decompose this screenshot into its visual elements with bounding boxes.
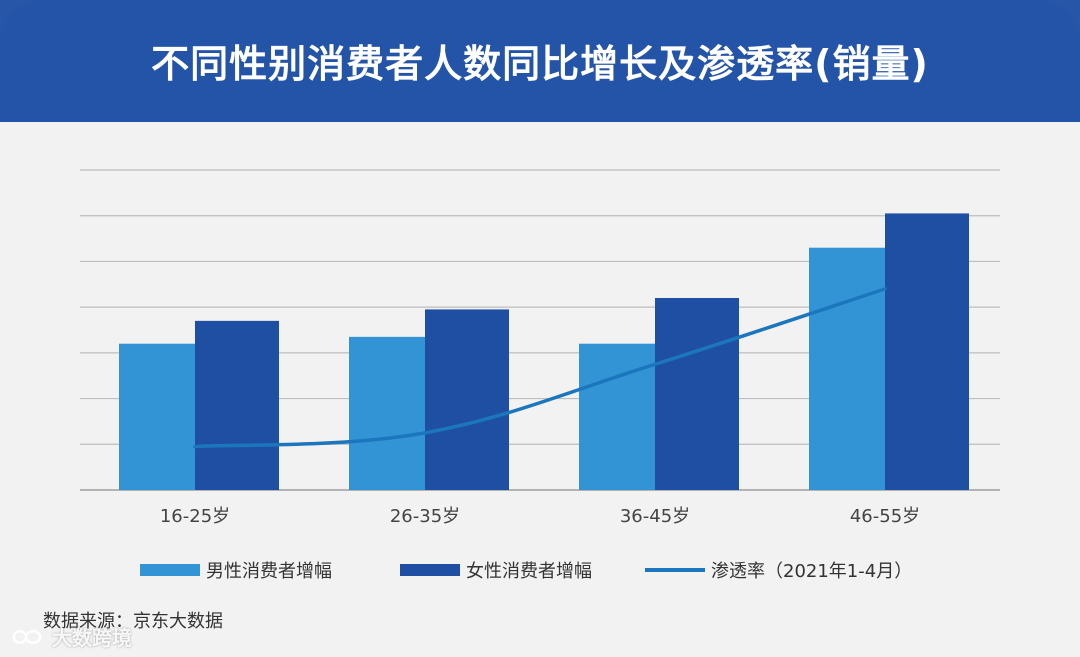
x-tick-label: 46-55岁: [850, 506, 920, 527]
watermark: 大数跨境: [10, 622, 132, 651]
data-source-note: 数据来源：京东大数据: [43, 611, 223, 632]
watermark-text: 大数跨境: [52, 626, 132, 650]
legend-label: 渗透率（2021年1-4月）: [711, 561, 912, 582]
bar-female-16-25岁: [195, 320, 279, 490]
bar-female-36-45岁: [655, 298, 739, 490]
watermark-logo-icon: [12, 629, 42, 644]
legend-swatch-female: [400, 564, 460, 576]
bar-male-16-25岁: [119, 343, 195, 490]
penetration-line-path: [193, 287, 887, 449]
bars: [119, 213, 969, 490]
bar-male-26-35岁: [349, 336, 425, 490]
x-tick-label: 36-45岁: [620, 506, 690, 527]
bar-female-26-35岁: [425, 309, 509, 490]
legend: 男性消费者增幅 女性消费者增幅 渗透率（2021年1-4月）: [140, 561, 912, 582]
bar-female-46-55岁: [885, 213, 969, 490]
penetration-line: [193, 287, 887, 449]
x-tick-label: 26-35岁: [390, 506, 460, 527]
x-axis-labels: 16-25岁 26-35岁 36-45岁 46-55岁: [160, 506, 920, 527]
legend-label: 男性消费者增幅: [206, 561, 332, 582]
legend-swatch-male: [140, 564, 200, 576]
x-tick-label: 16-25岁: [160, 506, 230, 527]
legend-label: 女性消费者增幅: [466, 561, 592, 582]
bar-male-46-55岁: [809, 247, 885, 490]
chart-title: 不同性别消费者人数同比增长及渗透率(销量): [151, 41, 929, 86]
header-banner: 不同性别消费者人数同比增长及渗透率(销量): [0, 0, 1080, 122]
bar-male-36-45岁: [579, 343, 655, 490]
